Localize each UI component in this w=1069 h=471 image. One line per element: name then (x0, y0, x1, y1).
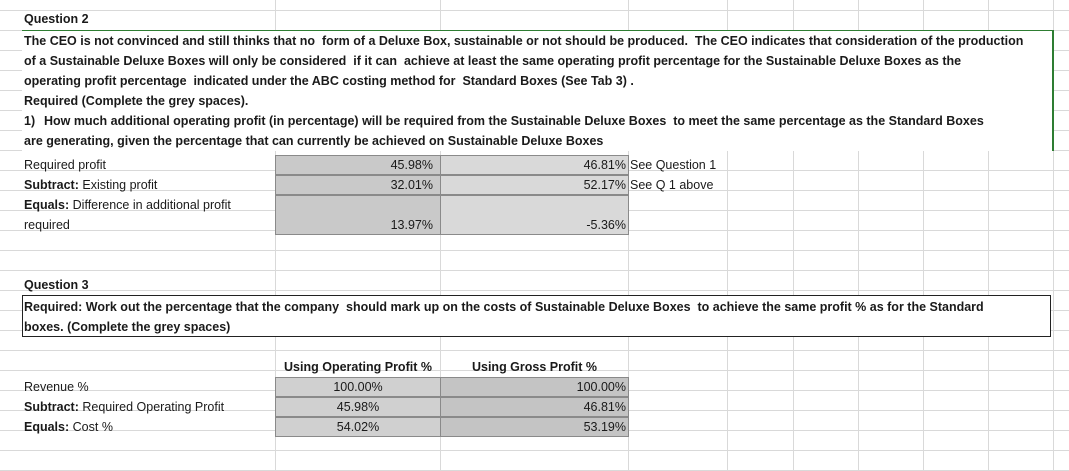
value: 53.19% (583, 420, 626, 434)
column-header: Using Gross Profit % (471, 360, 598, 374)
row-label: Required profit (24, 156, 106, 174)
label-text: Revenue % (24, 380, 89, 394)
value: 52.17% (583, 178, 626, 192)
item-number: 1) (24, 114, 36, 128)
text-box (22, 295, 1051, 337)
row-label: Revenue % (24, 378, 89, 396)
grey-cell (440, 417, 629, 437)
value: 54.02% (336, 420, 380, 434)
grey-cell (440, 155, 629, 175)
grey-cell (440, 377, 629, 397)
paragraph-line: operating profit percentage indicated un… (24, 74, 634, 88)
row-label: Equals: Difference in additional profit (24, 196, 231, 214)
row-label: Equals: Cost % (24, 418, 113, 436)
grey-cell (440, 175, 629, 195)
grey-cell (440, 397, 629, 417)
grey-cell (440, 195, 629, 235)
value: 45.98% (390, 158, 433, 172)
label-prefix: Subtract: (24, 400, 79, 414)
value: 13.97% (390, 218, 433, 232)
paragraph-line: boxes. (Complete the grey spaces) (24, 320, 231, 334)
label-prefix: Equals: (24, 198, 70, 212)
paragraph-line: of a Sustainable Deluxe Boxes will only … (24, 54, 962, 68)
paragraph-line: are generating, given the percentage tha… (24, 134, 604, 148)
value: -5.36% (586, 218, 626, 232)
label-text: Difference in additional profit (72, 198, 231, 212)
label-text: Cost % (72, 420, 113, 434)
value: 100.00% (576, 380, 626, 394)
row-label: Subtract: Required Operating Profit (24, 398, 224, 416)
label-text: Required Operating Profit (82, 400, 225, 414)
value: 46.81% (583, 158, 626, 172)
label-text: required (24, 218, 70, 232)
value: 46.81% (583, 400, 626, 414)
column-header: Using Operating Profit % (284, 360, 432, 374)
note: See Question 1 (630, 158, 717, 172)
paragraph-line: How much additional operating profit (in… (44, 114, 984, 128)
heading: Question 3 (24, 278, 89, 292)
required-text: Required (Complete the grey spaces). (24, 94, 249, 108)
value: 45.98% (336, 400, 380, 414)
label-prefix: Subtract: (24, 178, 79, 192)
note: See Q 1 above (630, 178, 714, 192)
label-prefix: Equals: (24, 420, 70, 434)
row-label: Subtract: Existing profit (24, 176, 157, 194)
value: 32.01% (390, 178, 433, 192)
paragraph-line: Required: Work out the percentage that t… (24, 300, 984, 314)
value: 100.00% (333, 380, 383, 394)
paragraph-line: The CEO is not convinced and still think… (24, 34, 1024, 48)
label-text: Existing profit (82, 178, 158, 192)
heading: Question 2 (24, 12, 89, 26)
label-text: Required profit (24, 158, 106, 172)
text-box (22, 30, 1054, 151)
